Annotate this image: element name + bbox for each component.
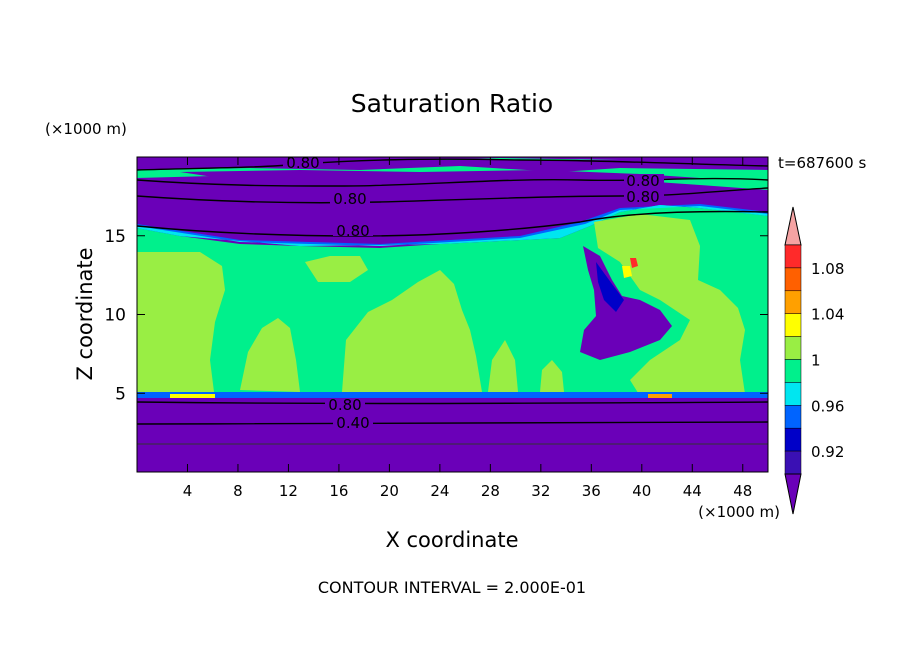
contour-label: 0.80 — [286, 154, 319, 172]
x-tick-label: 32 — [531, 482, 550, 500]
x-tick-label: 28 — [481, 482, 500, 500]
y-tick-label: 15 — [104, 227, 126, 247]
y-unit-label: (×1000 m) — [45, 120, 127, 138]
moist-patch-5 — [540, 360, 564, 392]
hot-spot-red — [630, 258, 638, 268]
contour-label: 0.80 — [336, 222, 369, 240]
colorbar-label: 1 — [811, 352, 821, 370]
colorbar-label: 1.04 — [811, 306, 844, 324]
moist-patch-3 — [342, 270, 482, 392]
x-tick-label: 8 — [233, 482, 243, 500]
x-tick-label: 40 — [632, 482, 651, 500]
contour-labels: 0.80 0.80 0.80 0.80 0.80 0.80 0.40 — [283, 154, 664, 432]
y-axis-title: Z coordinate — [73, 247, 97, 380]
x-axis-title: X coordinate — [385, 528, 518, 552]
moist-patch-1 — [240, 318, 300, 392]
surface-blue-edge — [137, 392, 768, 398]
chart-title: Saturation Ratio — [351, 89, 553, 118]
moist-patch-2 — [305, 256, 368, 282]
colorbar-bin — [784, 405, 802, 429]
colorbar-bin — [784, 336, 802, 360]
surface-dry-layer — [137, 396, 768, 472]
colorbar: 1.08 1.04 1 0.96 0.92 — [784, 206, 844, 515]
x-tick-label: 20 — [380, 482, 399, 500]
contour-lines — [137, 158, 768, 445]
colorbar-bin — [784, 313, 802, 337]
x-tick-label: 36 — [582, 482, 601, 500]
contour-label: 0.80 — [626, 188, 659, 206]
x-tick-label: 44 — [683, 482, 702, 500]
colorbar-label: 0.96 — [811, 397, 844, 415]
colorbar-bin — [784, 267, 802, 292]
x-tick-label: 12 — [279, 482, 298, 500]
mid-cyan-edge — [137, 205, 768, 246]
colorbar-bin — [784, 427, 802, 452]
contour-label: 0.80 — [328, 396, 361, 414]
y-axis: 5 10 15 — [104, 227, 768, 404]
surface-yellow-fleck-1 — [170, 394, 215, 398]
colorbar-bin — [784, 450, 802, 475]
x-axis: 4 8 12 16 20 24 28 32 36 40 44 48 — [183, 157, 752, 500]
contour-field: 0.80 0.80 0.80 0.80 0.80 0.80 0.40 — [137, 154, 768, 472]
x-tick-label: 16 — [329, 482, 348, 500]
colorbar-label: 1.08 — [811, 260, 844, 278]
x-unit-label: (×1000 m) — [698, 503, 780, 521]
contour-label: 0.80 — [626, 172, 659, 190]
moist-patch-left — [137, 252, 225, 396]
contour-interval-note: CONTOUR INTERVAL = 2.000E-01 — [318, 578, 586, 597]
colorbar-label: 0.92 — [811, 443, 844, 461]
time-label: t=687600 s — [778, 154, 866, 172]
colorbar-top-triangle — [784, 206, 802, 246]
dry-intrusion-blue — [596, 262, 624, 312]
x-tick-label: 4 — [183, 482, 193, 500]
y-tick-label: 10 — [104, 306, 126, 326]
y-tick-label: 5 — [115, 384, 126, 404]
colorbar-bin — [784, 359, 802, 383]
contour-label: 0.80 — [333, 190, 366, 208]
colorbar-bin — [784, 244, 802, 269]
colorbar-bottom-triangle — [784, 473, 802, 515]
x-tick-label: 24 — [430, 482, 449, 500]
surface-yellow-fleck-2 — [648, 394, 672, 398]
colorbar-bin — [784, 290, 802, 314]
top-inner-patch — [180, 170, 700, 180]
hot-spot-yellow — [622, 266, 632, 278]
moist-patch-4 — [488, 340, 518, 392]
contour-label: 0.40 — [336, 414, 369, 432]
colorbar-bin — [784, 382, 802, 406]
x-tick-label: 48 — [733, 482, 752, 500]
